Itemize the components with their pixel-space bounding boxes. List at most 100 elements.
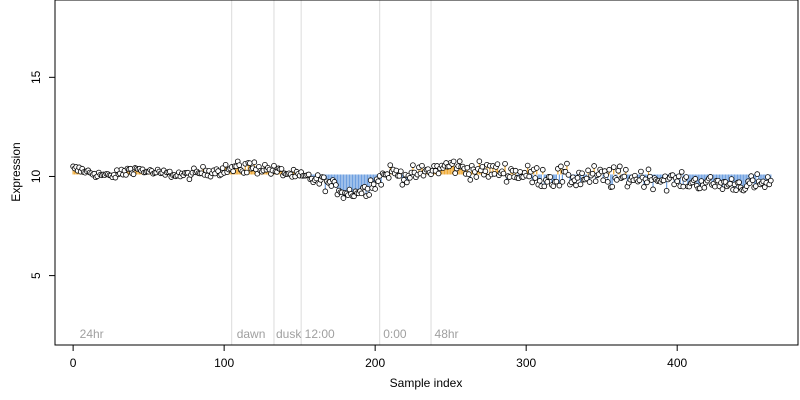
annotation-label: dawn — [237, 327, 266, 341]
data-point — [623, 166, 629, 173]
y-axis: 5 10 15 — [29, 70, 56, 279]
data-point — [727, 181, 733, 187]
data-point — [559, 179, 566, 185]
data-point — [321, 174, 327, 181]
x-tick-label: 200 — [365, 356, 385, 370]
data-point — [644, 179, 650, 186]
data-point — [536, 178, 543, 184]
data-point — [541, 183, 548, 190]
annotation-label: 48hr — [435, 327, 459, 341]
data-point — [419, 162, 425, 169]
data-point — [465, 171, 472, 177]
data-point — [247, 160, 253, 166]
data-point — [473, 174, 480, 180]
data-point — [502, 160, 508, 167]
data-point — [358, 190, 365, 197]
y-tick-label: 10 — [29, 169, 43, 183]
data-point — [200, 163, 206, 170]
data-point — [452, 170, 458, 176]
data-point — [407, 175, 413, 181]
data-point — [271, 162, 277, 169]
data-point — [752, 183, 759, 189]
data-point — [404, 179, 410, 186]
data-point — [278, 166, 285, 172]
data-point — [600, 177, 606, 184]
data-point — [617, 163, 623, 170]
data-point — [645, 166, 652, 173]
data-point — [385, 175, 392, 181]
data-point — [333, 182, 339, 188]
data-point — [378, 181, 384, 188]
data-point — [583, 175, 590, 182]
data-point — [749, 177, 756, 184]
data-point — [754, 171, 761, 177]
data-point — [532, 175, 539, 181]
annotation-label: 12:00 — [305, 327, 335, 341]
data-point — [663, 187, 670, 194]
data-point — [112, 174, 119, 181]
data-point — [372, 186, 378, 192]
data-point — [393, 167, 400, 174]
data-point — [591, 163, 597, 169]
data-point — [675, 173, 682, 180]
data-point — [340, 195, 347, 201]
data-point — [589, 170, 596, 177]
data-point — [728, 176, 735, 182]
data-point — [768, 177, 774, 184]
data-point — [609, 183, 616, 190]
data-point — [650, 186, 656, 193]
data-point — [367, 177, 374, 184]
data-point — [482, 168, 489, 175]
data-point — [399, 181, 406, 188]
y-tick-label: 5 — [29, 272, 43, 279]
data-point — [638, 168, 644, 175]
data-point — [736, 179, 742, 186]
data-point — [219, 165, 226, 171]
data-point — [130, 171, 137, 178]
time-annotations: 24hr dawn dusk 12:00 0:00 48hr — [80, 327, 459, 341]
data-point — [719, 186, 726, 192]
data-point — [592, 178, 599, 185]
data-point — [586, 179, 593, 185]
x-tick-label: 300 — [516, 356, 536, 370]
data-point — [464, 164, 471, 171]
data-point — [375, 178, 381, 185]
x-tick-label: 400 — [667, 356, 687, 370]
x-axis: 0 100 200 300 400 — [70, 344, 688, 370]
data-point — [364, 185, 371, 192]
data-point — [606, 166, 613, 173]
data-point — [539, 166, 546, 173]
data-point — [544, 179, 551, 185]
data-point — [450, 158, 457, 165]
data-point — [565, 172, 572, 178]
x-tick-label: 0 — [70, 356, 77, 370]
data-point — [678, 169, 685, 175]
data-point — [456, 158, 463, 164]
data-point — [547, 174, 554, 180]
annotation-label: 24hr — [80, 327, 104, 341]
data-point — [166, 168, 173, 175]
data-point — [733, 187, 739, 193]
data-point — [533, 165, 540, 171]
data-point — [491, 171, 498, 177]
data-point — [707, 174, 714, 180]
data-point — [314, 172, 321, 178]
data-point — [387, 162, 394, 168]
data-point — [251, 159, 258, 165]
data-point — [476, 158, 483, 164]
data-point — [641, 184, 647, 190]
data-point — [503, 179, 510, 185]
data-point — [517, 169, 523, 175]
data-point — [500, 170, 507, 177]
data-point — [236, 162, 243, 168]
data-point — [556, 182, 563, 189]
data-point — [574, 175, 581, 181]
data-point — [712, 183, 718, 190]
data-point — [610, 164, 617, 170]
data-point — [577, 181, 584, 188]
data-point — [604, 179, 611, 185]
data-point — [764, 174, 771, 180]
y-tick-label: 15 — [29, 70, 43, 84]
data-point — [558, 163, 564, 170]
